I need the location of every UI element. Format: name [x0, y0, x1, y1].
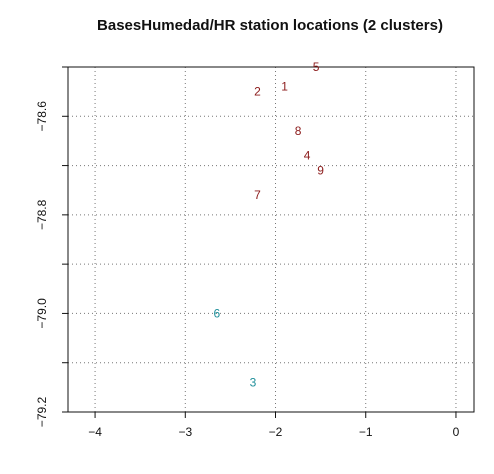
x-tick-label: −3	[178, 425, 192, 439]
y-tick-label: −79.2	[35, 396, 49, 427]
station-point-1: 1	[281, 80, 288, 94]
x-tick-label: −4	[88, 425, 102, 439]
x-tick-label: 0	[453, 425, 460, 439]
x-tick-label: −1	[359, 425, 373, 439]
x-tick-label: −2	[269, 425, 283, 439]
grid	[68, 66, 474, 413]
chart-title: BasesHumedad/HR station locations (2 clu…	[97, 17, 443, 34]
data-points: 5 2 1 849 7 6 3	[214, 60, 325, 389]
station-point-6: 6	[214, 306, 221, 320]
station-point-3: 3	[250, 375, 257, 389]
y-tick-label: −78.6	[35, 101, 49, 132]
station-point-5: 5	[313, 60, 320, 74]
station-point-7: 7	[254, 188, 261, 202]
plot-area-frame	[67, 66, 475, 413]
y-tick-label: −79.0	[35, 298, 49, 329]
axes: −4 −3 −2 −1 0 −78.6 −78.8 −79.0 −79.2	[35, 66, 460, 439]
station-point-8: 8	[295, 124, 302, 138]
station-point-4: 4	[304, 149, 311, 163]
station-point-2: 2	[254, 85, 261, 99]
y-tick-label: −78.8	[35, 199, 49, 230]
station-point-9: 9	[317, 164, 324, 178]
